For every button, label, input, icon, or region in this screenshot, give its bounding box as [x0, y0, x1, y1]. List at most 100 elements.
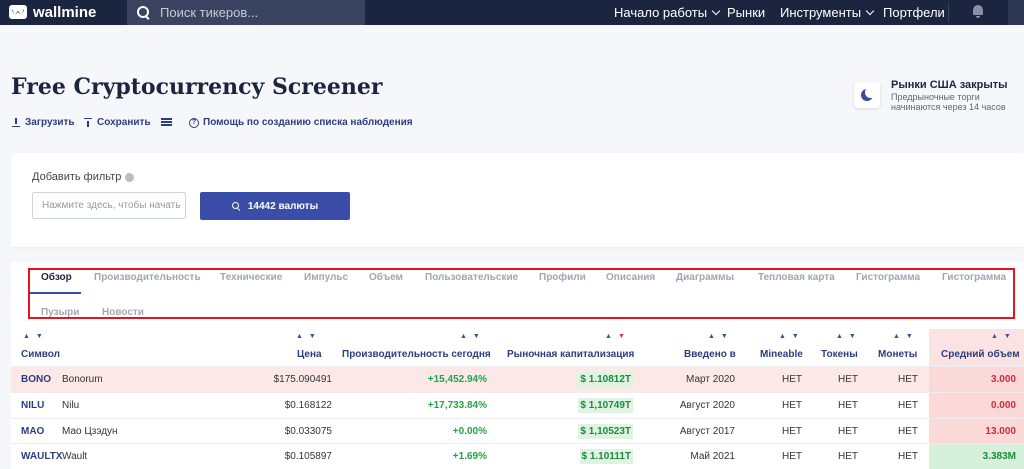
- tab-charts[interactable]: Диаграммы: [676, 272, 735, 283]
- column-header-coins[interactable]: Монеты: [878, 349, 918, 360]
- page-title: Free Cryptocurrency Screener: [11, 74, 383, 100]
- coins-value: НЕТ: [898, 400, 918, 411]
- avg-volume: 13.000: [985, 426, 1016, 437]
- market-cap: $ 1.10812T: [578, 372, 633, 387]
- nav-item-getting-started[interactable]: Начало работы: [614, 5, 721, 20]
- nav-item-label: Портфели: [883, 5, 945, 20]
- sort-arrows[interactable]: ▲▼: [708, 333, 734, 340]
- sort-arrows[interactable]: ▲▼: [605, 333, 631, 340]
- introduced-date: Август 2017: [679, 426, 735, 437]
- bell-icon[interactable]: [972, 5, 984, 18]
- results-count-button[interactable]: 14442 валюты: [200, 192, 350, 220]
- tab-news[interactable]: Новости: [102, 307, 144, 318]
- logo[interactable]: wallmine: [9, 3, 96, 21]
- sort-arrows[interactable]: ▲▼: [836, 333, 862, 340]
- nav-divider: [948, 3, 949, 22]
- tab-technical[interactable]: Технические: [220, 272, 283, 283]
- coin-name[interactable]: Nilu: [62, 400, 80, 411]
- tab-bubbles[interactable]: Пузыри: [41, 307, 80, 318]
- upload-icon: [84, 117, 93, 128]
- price: $0.033075: [284, 426, 332, 437]
- column-header-avg-volume[interactable]: Средний объем: [941, 349, 1020, 360]
- info-icon[interactable]: [125, 172, 135, 182]
- filter-input[interactable]: [32, 192, 186, 219]
- nav-item-label: Начало работы: [614, 5, 708, 20]
- tokens-value: НЕТ: [838, 426, 858, 437]
- market-status: Рынки США закрыты Предрыночные торги нач…: [854, 78, 1024, 112]
- symbol-link[interactable]: NILU: [21, 400, 45, 411]
- tab-overview[interactable]: Обзор: [41, 272, 72, 283]
- nav-item-tools[interactable]: Инструменты: [780, 5, 875, 20]
- nav-item-label: Рынки: [727, 5, 766, 20]
- column-header-introduced[interactable]: Введено в: [684, 349, 736, 360]
- symbol-link[interactable]: WAULTX: [21, 451, 63, 462]
- table-row[interactable]: BONO Bonorum $175.090491 +15,452.94% $ 1…: [11, 366, 1024, 393]
- tab-volume[interactable]: Объем: [369, 272, 403, 283]
- tab-descriptions[interactable]: Описания: [606, 272, 656, 283]
- column-header-mineable[interactable]: Mineable: [760, 349, 803, 360]
- coin-name[interactable]: Bonorum: [62, 374, 103, 385]
- save-label: Сохранить: [97, 117, 151, 128]
- list-view-button[interactable]: [161, 117, 176, 127]
- market-status-title: Рынки США закрыты: [891, 79, 1008, 91]
- performance-today: +15,452.94%: [427, 374, 487, 385]
- nav-item-markets[interactable]: Рынки: [727, 5, 765, 20]
- performance-today: +17,733.84%: [427, 400, 487, 411]
- chevron-down-icon: [865, 6, 875, 16]
- price: $175.090491: [273, 374, 332, 385]
- symbol-link[interactable]: MAO: [21, 426, 45, 437]
- table-row[interactable]: WAULTX Wault $0.105897 +1.69% $ 1.10111T…: [11, 443, 1024, 469]
- market-cap: $ 1,10749T: [578, 398, 633, 413]
- coin-name[interactable]: Wault: [62, 451, 88, 462]
- column-header-market-cap[interactable]: Рыночная капитализация: [507, 349, 635, 360]
- performance-today: +1.69%: [452, 451, 487, 462]
- help-link[interactable]: ? Помощь по созданию списка наблюдения: [189, 117, 413, 128]
- help-icon: ?: [189, 117, 199, 128]
- tab-custom[interactable]: Пользовательские: [425, 272, 519, 283]
- table-row[interactable]: NILU Nilu $0.168122 +17,733.84% $ 1,1074…: [11, 392, 1024, 419]
- sort-arrows[interactable]: ▲▼: [23, 333, 49, 340]
- save-button[interactable]: Сохранить: [84, 117, 151, 128]
- results-count-label: 14442 валюты: [247, 200, 319, 212]
- search-input[interactable]: [160, 5, 350, 20]
- tab-performance[interactable]: Производительность: [94, 272, 201, 283]
- tab-momentum[interactable]: Импульс: [304, 272, 349, 283]
- column-header-performance[interactable]: Производительность сегодня: [342, 349, 491, 360]
- nav-item-portfolios[interactable]: Портфели: [883, 5, 945, 20]
- list-icon: [161, 117, 172, 127]
- sort-arrows[interactable]: ▲▼: [893, 333, 919, 340]
- tabs-highlight-frame: [28, 268, 1015, 319]
- avatar[interactable]: [1008, 0, 1024, 25]
- sort-arrows[interactable]: ▲▼: [460, 333, 486, 340]
- active-tab-indicator: [30, 292, 81, 294]
- avg-volume-cell: 13.000: [929, 419, 1024, 445]
- tab-heatmap[interactable]: Тепловая карта: [758, 272, 835, 283]
- search-icon: [231, 202, 240, 210]
- coin-name[interactable]: Мао Цзэдун: [62, 426, 118, 437]
- avg-volume-cell: 0.000: [929, 393, 1024, 419]
- tab-histogram-2[interactable]: Гистограмма: [942, 272, 1007, 283]
- mineable-value: НЕТ: [782, 400, 802, 411]
- tokens-value: НЕТ: [838, 400, 858, 411]
- mineable-value: НЕТ: [782, 426, 802, 437]
- tab-histogram[interactable]: Гистограмма: [856, 272, 921, 283]
- logo-text: wallmine: [33, 3, 97, 21]
- column-header-symbol[interactable]: Символ: [21, 349, 60, 360]
- column-header-price[interactable]: Цена: [297, 349, 322, 360]
- symbol-link[interactable]: BONO: [21, 374, 51, 385]
- load-button[interactable]: Загрузить: [12, 117, 75, 128]
- sort-arrows[interactable]: ▲▼: [779, 333, 805, 340]
- avg-volume-cell: 3.383M: [929, 444, 1024, 469]
- market-cap: $ 1,10523T: [578, 424, 633, 439]
- tab-profiles[interactable]: Профили: [539, 272, 586, 283]
- chevron-down-icon: [711, 6, 721, 16]
- column-header-tokens[interactable]: Токены: [821, 349, 858, 360]
- tokens-value: НЕТ: [838, 451, 858, 462]
- sort-arrows[interactable]: ▲▼: [296, 333, 322, 340]
- screener-results-panel: [11, 262, 1024, 469]
- ticker-search[interactable]: [127, 0, 365, 25]
- tokens-value: НЕТ: [838, 374, 858, 385]
- sort-arrows[interactable]: ▲▼: [991, 333, 1017, 340]
- table-row[interactable]: MAO Мао Цзэдун $0.033075 +0.00% $ 1,1052…: [11, 418, 1024, 445]
- load-label: Загрузить: [25, 117, 75, 128]
